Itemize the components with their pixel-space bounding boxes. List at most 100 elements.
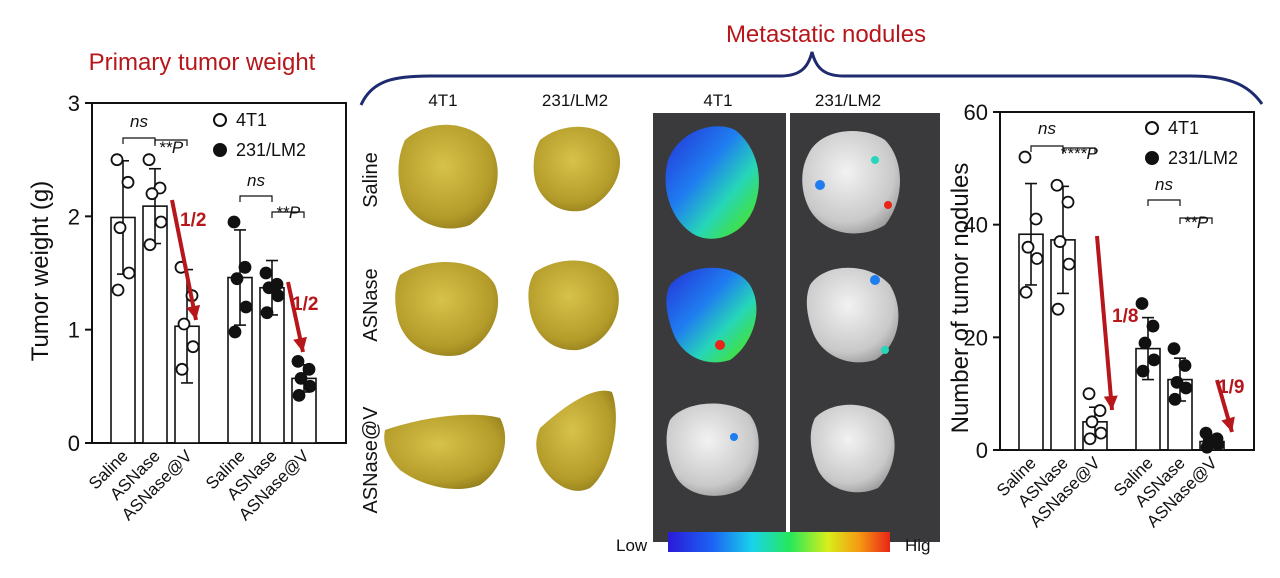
- data-point: [271, 289, 285, 303]
- reduction-ratio: 1/8: [1112, 306, 1138, 327]
- reduction-arrowhead: [293, 336, 307, 352]
- data-point: [1051, 302, 1065, 316]
- y-tick-label: 0: [68, 431, 80, 456]
- legend-marker: [1145, 151, 1159, 165]
- y-tick-label: 20: [964, 325, 988, 350]
- data-point: [239, 300, 253, 314]
- significance-label: ns: [130, 112, 148, 131]
- data-point: [113, 221, 127, 235]
- colorbar-low-label: Low: [616, 536, 648, 555]
- data-point: [1094, 426, 1108, 440]
- significance-label: ****P: [1060, 144, 1098, 163]
- fluor-spot: [881, 346, 889, 354]
- data-point: [1018, 150, 1032, 164]
- data-point: [142, 153, 156, 167]
- data-point: [228, 325, 242, 339]
- data-point: [154, 215, 168, 229]
- significance-bracket: [1030, 145, 1064, 152]
- fluor-4t1-asnasev: [666, 403, 759, 496]
- tissue-4t1-saline: [398, 124, 498, 229]
- tissue-lm2-saline: [533, 126, 621, 212]
- significance-bracket: [1147, 199, 1181, 206]
- data-point: [111, 283, 125, 297]
- legend-marker: [1145, 121, 1159, 135]
- fluor-4t1-saline: [665, 126, 759, 239]
- fluor-spot: [870, 275, 880, 285]
- image-column-header: 231/LM2: [542, 91, 608, 110]
- reduction-arrowhead: [1103, 395, 1118, 410]
- y-axis-label-left: Tumor weight (g): [27, 181, 54, 362]
- data-point: [1211, 437, 1225, 451]
- data-point: [1138, 336, 1152, 350]
- fluor-lm2-asnasev: [810, 404, 895, 493]
- fluor-spot: [884, 201, 892, 209]
- brightfield-images: [384, 124, 621, 491]
- data-point: [1062, 257, 1076, 271]
- tissue-lm2-asnasev: [536, 390, 616, 491]
- data-point: [227, 215, 241, 229]
- y-tick-label: 1: [68, 318, 80, 343]
- data-point: [1082, 387, 1096, 401]
- data-point: [1136, 364, 1150, 378]
- plot-frame: [91, 102, 347, 444]
- reduction-ratio: 1/9: [1218, 377, 1244, 398]
- data-point: [1178, 359, 1192, 372]
- significance-label: **P: [159, 138, 184, 157]
- images-column-headers: 4T1 231/LM2 4T1 231/LM2: [428, 91, 881, 110]
- data-point: [1200, 440, 1214, 454]
- images-panel-title: Metastatic nodules: [726, 21, 926, 48]
- colorbar: [668, 532, 890, 552]
- significance-label: **P: [1184, 213, 1209, 232]
- significance-label: ns: [1155, 175, 1173, 194]
- chart-title-left: Primary tumor weight: [89, 49, 316, 76]
- data-point: [294, 371, 308, 385]
- brace: [359, 51, 1264, 106]
- data-point: [1021, 240, 1035, 254]
- data-point: [143, 238, 157, 252]
- data-point: [175, 362, 189, 376]
- data-point: [1061, 195, 1075, 209]
- data-point: [1168, 392, 1182, 406]
- data-point: [1030, 252, 1044, 265]
- data-point: [1167, 342, 1181, 356]
- tissue-4t1-asnasev: [384, 414, 506, 490]
- data-point: [262, 281, 276, 295]
- data-point: [1050, 178, 1064, 192]
- data-point: [186, 340, 200, 354]
- legend-label: 231/LM2: [1168, 148, 1238, 168]
- fluor-lm2-asnase: [806, 267, 899, 363]
- significance-bracket: [239, 195, 273, 202]
- data-point: [1053, 235, 1067, 248]
- fluor-spot: [871, 156, 879, 164]
- data-point: [1093, 404, 1107, 417]
- data-point: [1170, 375, 1184, 389]
- tissue-lm2-asnase: [528, 260, 619, 351]
- plot-frame: [999, 111, 1255, 451]
- y-tick-label: 40: [964, 213, 988, 238]
- fluor-4t1-asnase: [666, 267, 757, 363]
- tissue-4t1-asnase: [395, 262, 499, 356]
- data-point: [230, 272, 244, 286]
- fluor-spot: [715, 340, 725, 350]
- data-point: [303, 379, 317, 393]
- significance-bracket: [154, 139, 188, 146]
- colorbar-high-label: Hig: [905, 536, 931, 555]
- data-point: [291, 354, 305, 368]
- significance-bracket: [271, 211, 305, 218]
- data-point: [302, 362, 316, 376]
- significance-label: ns: [1038, 119, 1056, 138]
- legend-label: 4T1: [1168, 118, 1199, 138]
- y-tick-label: 2: [68, 204, 80, 229]
- data-point: [145, 187, 159, 201]
- fluorescence-images: [653, 113, 940, 542]
- significance-bracket: [1062, 147, 1096, 154]
- data-point: [177, 317, 191, 331]
- data-point: [292, 388, 306, 402]
- reduction-ratio: 1/2: [180, 210, 206, 231]
- data-point: [260, 306, 274, 320]
- legend-label: 4T1: [236, 110, 267, 130]
- data-point: [122, 266, 136, 280]
- data-point: [1019, 285, 1033, 299]
- marks-left: 4T1 231/LM2 ns **P ns **P 1/2 1/2: [110, 110, 318, 444]
